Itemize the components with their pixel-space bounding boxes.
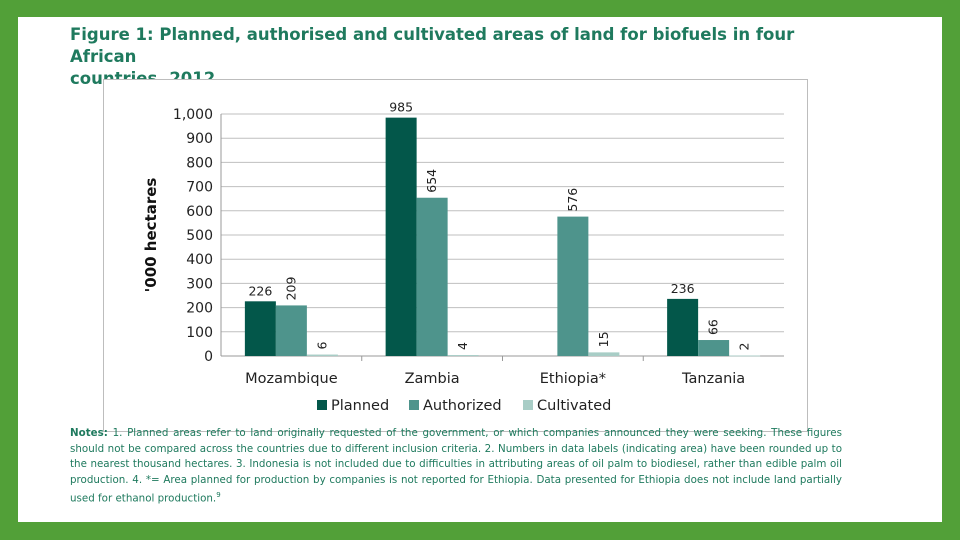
bar-authorized: [557, 216, 589, 356]
notes-label: Notes:: [70, 427, 108, 439]
data-label: 226: [248, 283, 272, 298]
bar-cultivated: [588, 352, 620, 356]
data-label: 15: [596, 331, 611, 347]
y-axis-title: '000 hectares: [142, 178, 160, 293]
data-label: 654: [424, 169, 439, 193]
x-category-label: Mozambique: [245, 371, 338, 387]
bar-authorized: [698, 340, 730, 356]
bar-authorized: [416, 197, 448, 356]
legend-label-planned: Planned: [331, 398, 389, 414]
bar-authorized: [275, 305, 307, 356]
chart-area: 0 100 200 300 400 500 600 700 800 900 1,000 '000 he…: [103, 79, 808, 432]
data-label: 66: [706, 319, 721, 335]
y-tick-label: 100: [186, 325, 213, 341]
y-tick-label: 800: [186, 155, 213, 171]
y-tick-label: 300: [186, 276, 213, 292]
chart-notes: Notes: 1. Planned areas refer to land or…: [70, 426, 842, 507]
y-tick-label: 500: [186, 228, 213, 244]
bar-cultivated: [729, 355, 761, 357]
data-label: 236: [671, 281, 695, 296]
x-category-label: Zambia: [405, 371, 460, 387]
y-tick-label: 0: [204, 349, 213, 365]
legend-label-cultivated: Cultivated: [537, 398, 611, 414]
data-label: 2: [737, 343, 752, 351]
legend-swatch-cultivated: [523, 400, 533, 410]
legend-swatch-authorized: [409, 400, 419, 410]
y-tick-label: 200: [186, 301, 213, 317]
legend-swatch-planned: [317, 400, 327, 410]
x-category-label: Tanzania: [681, 371, 745, 387]
data-label: 985: [389, 100, 413, 115]
legend-label-authorized: Authorized: [423, 398, 502, 414]
bar-planned: [244, 301, 276, 356]
y-tick-label: 900: [186, 131, 213, 147]
y-tick-label: 700: [186, 180, 213, 196]
bar-cultivated: [306, 354, 338, 356]
bar-planned: [385, 117, 417, 356]
data-label: 576: [565, 188, 580, 212]
bar-cultivated: [447, 355, 479, 356]
data-label: 209: [283, 277, 298, 301]
bar-planned: [667, 298, 699, 356]
figure-title-line-1: Figure 1: Planned, authorised and cultiv…: [70, 25, 795, 66]
y-tick-label: 1,000: [173, 107, 213, 123]
figure-title: Figure 1: Planned, authorised and cultiv…: [70, 24, 860, 90]
notes-text: 1. Planned areas refer to land originall…: [70, 427, 842, 505]
y-tick-label: 600: [186, 204, 213, 220]
data-label: 4: [455, 342, 470, 350]
x-category-label: Ethiopia*: [540, 371, 606, 387]
bar-chart: 0 100 200 300 400 500 600 700 800 900 1,000 '000 he…: [142, 100, 784, 414]
data-label: 6: [314, 342, 329, 350]
notes-footnote-ref: 9: [216, 491, 221, 499]
y-tick-label: 400: [186, 252, 213, 268]
